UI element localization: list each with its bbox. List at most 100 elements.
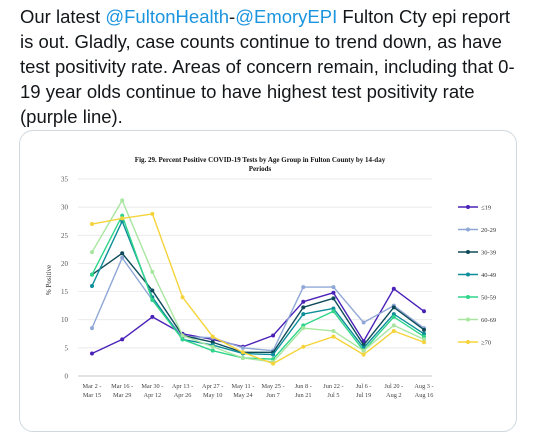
y-tick-label: 20 — [61, 260, 69, 268]
data-point — [331, 306, 336, 311]
data-point — [150, 314, 155, 319]
data-point — [301, 285, 306, 290]
data-point — [422, 337, 426, 342]
y-tick-label: 0 — [65, 373, 69, 381]
x-tick-label: Jul 19 — [356, 392, 371, 399]
series-line — [91, 252, 425, 354]
series-line — [91, 220, 425, 356]
x-tick-label: Jul 5 — [327, 392, 339, 399]
data-point — [180, 333, 185, 338]
data-point — [391, 312, 396, 317]
data-point — [210, 340, 215, 345]
x-tick-label: Mar 15 — [83, 392, 101, 399]
x-tick-label: Jul 20 - — [384, 383, 403, 390]
tweet-text: Our latest @FultonHealth-@EmoryEPI Fulto… — [20, 4, 520, 129]
image-card[interactable]: Fig. 29. Percent Positive COVID-19 Tests… — [19, 130, 517, 432]
legend-marker — [466, 227, 470, 232]
data-point — [422, 340, 426, 345]
x-tick-label: Mar 2 - — [83, 383, 102, 390]
mention-emoryepi-link[interactable]: @EmoryEPI — [235, 6, 338, 27]
series-line — [91, 288, 425, 355]
x-tick-label: Aug 2 — [386, 392, 402, 399]
data-point — [361, 352, 366, 357]
y-tick-label: 15 — [61, 288, 69, 296]
x-tick-label: Mar 30 - — [141, 383, 163, 390]
legend-label: ≥70 — [481, 340, 491, 347]
data-point — [331, 285, 336, 290]
data-point — [271, 333, 276, 338]
legend-label: 50-59 — [481, 295, 496, 302]
data-point — [210, 344, 215, 349]
data-point — [301, 305, 306, 310]
legend-marker — [466, 317, 470, 322]
legend-marker — [466, 295, 470, 299]
data-point — [180, 337, 185, 342]
x-tick-label: May 10 — [203, 392, 222, 399]
x-tick-label: Apr 26 — [174, 392, 192, 399]
data-point — [391, 305, 396, 310]
data-point — [301, 312, 306, 317]
data-point — [361, 348, 366, 353]
data-point — [90, 222, 94, 227]
data-point — [391, 328, 396, 333]
data-point — [120, 213, 125, 218]
data-point — [120, 216, 125, 221]
legend-label: 20-29 — [481, 227, 496, 234]
data-point — [271, 352, 276, 357]
x-tick-label: Apr 13 - — [172, 383, 193, 390]
mention-fultonhealth-link[interactable]: @FultonHealth — [105, 6, 230, 27]
data-point — [150, 288, 155, 293]
data-point — [301, 326, 306, 331]
x-tick-label: Mar 29 — [113, 392, 131, 399]
data-point — [271, 361, 276, 366]
gridlines — [78, 178, 432, 377]
legend: ≤19 20-29 30-39 40-49 50-59 60-69 ≥70 — [458, 205, 496, 347]
data-point — [210, 348, 215, 353]
series-line — [91, 257, 425, 352]
data-point — [120, 337, 125, 342]
data-point — [120, 198, 125, 203]
x-tick-label: Jun 8 - — [295, 383, 312, 390]
data-point — [331, 334, 336, 339]
x-tick-label: May 25 - — [262, 383, 285, 390]
data-point — [150, 298, 155, 303]
data-point — [301, 323, 306, 328]
series-line — [91, 199, 425, 363]
data-point — [391, 314, 396, 319]
data-point — [90, 326, 94, 331]
y-tick-label: 35 — [61, 176, 69, 184]
x-tick-label: Apr 12 — [144, 392, 162, 399]
x-tick-label: Jul 6 - — [356, 383, 372, 390]
data-point — [391, 286, 396, 291]
legend-marker — [466, 250, 470, 254]
data-point — [210, 334, 215, 339]
x-tick-label: Jun 22 - — [323, 383, 343, 390]
legend-label: 60-69 — [481, 317, 496, 324]
y-tick-labels: 0 5 10 15 20 25 30 35 — [61, 176, 69, 381]
legend-marker — [466, 272, 470, 277]
data-point — [331, 296, 336, 301]
data-point — [240, 350, 245, 355]
data-point — [422, 331, 426, 336]
legend-marker — [466, 340, 470, 344]
x-tick-label: Aug 3 - — [414, 383, 433, 390]
series-line — [91, 213, 425, 365]
y-tick-label: 30 — [61, 204, 69, 212]
data-point — [331, 328, 336, 333]
data-point — [361, 320, 366, 325]
data-point — [120, 251, 125, 256]
tweet-text-dash: - — [229, 6, 236, 27]
series-lines — [90, 198, 426, 366]
data-point — [331, 290, 336, 295]
data-point — [331, 309, 336, 314]
data-point — [301, 344, 306, 349]
data-point — [180, 295, 185, 300]
data-point — [120, 255, 125, 260]
data-point — [301, 299, 306, 304]
data-point — [422, 334, 426, 339]
data-point — [90, 250, 94, 255]
data-point — [150, 211, 155, 216]
x-tick-labels: Mar 2 - Mar 15 Mar 16 - Mar 29 Mar 30 - Apr 1… — [83, 383, 434, 399]
x-tick-label: Jun 21 — [295, 392, 312, 399]
legend-label: 40-49 — [481, 272, 496, 279]
